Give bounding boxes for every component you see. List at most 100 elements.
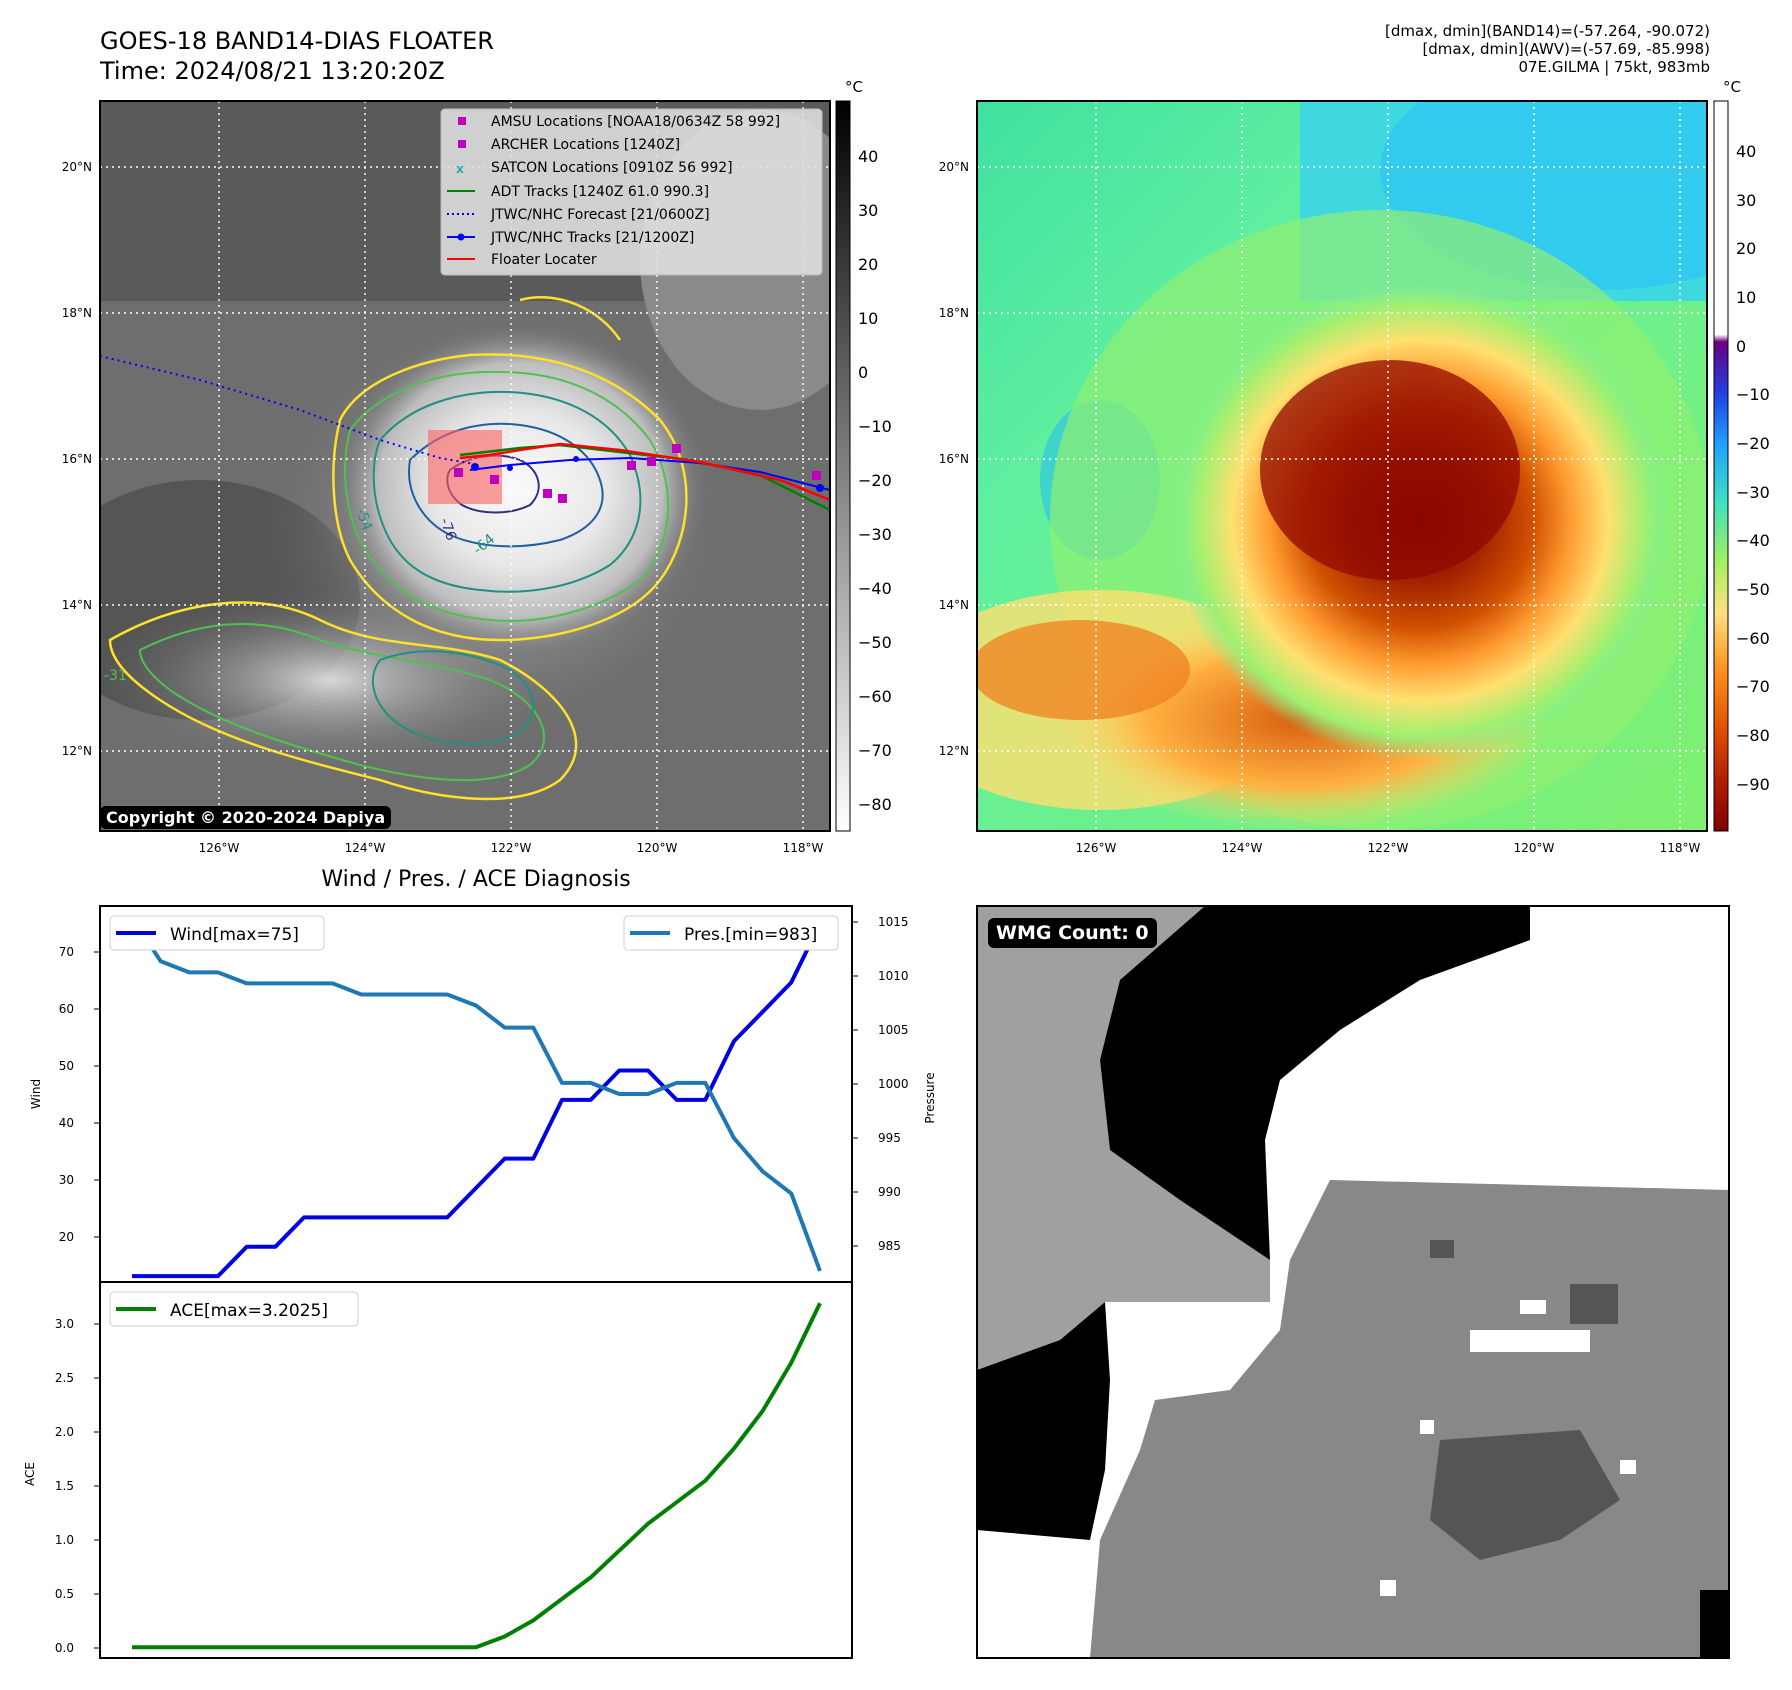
wind-ticks: 70 60 50 40 30 20	[59, 945, 74, 1244]
diagnosis-title: Wind / Pres. / ACE Diagnosis	[321, 867, 630, 892]
legend-marker-amsu	[458, 117, 466, 125]
contour-label: -54	[352, 506, 375, 533]
floater-track	[459, 442, 830, 502]
svg-text:14°N: 14°N	[939, 598, 969, 612]
legend-label-archer: ARCHER Locations [1240Z]	[491, 137, 680, 153]
svg-text:ACE[max=3.2025]: ACE[max=3.2025]	[170, 1301, 328, 1321]
svg-text:−40: −40	[1736, 531, 1770, 550]
svg-text:2.0: 2.0	[55, 1425, 74, 1439]
svg-text:40: 40	[1736, 142, 1756, 161]
chart-title: GOES-18 BAND14-DIAS FLOATER	[100, 27, 494, 55]
svg-text:40: 40	[858, 147, 878, 166]
pres-ticks: 1015 1010 1005 1000 995 990 985	[878, 915, 909, 1253]
svg-text:Pres.[min=983]: Pres.[min=983]	[684, 925, 817, 945]
amsu-markers	[454, 444, 821, 503]
chart-time: Time: 2024/08/21 13:20:20Z	[100, 57, 445, 85]
svg-text:12°N: 12°N	[939, 744, 969, 758]
svg-text:0.0: 0.0	[55, 1641, 74, 1655]
legend-marker-satcon: x	[456, 162, 464, 176]
ir-map-lat-ticks: 20°N 18°N 16°N 14°N 12°N	[62, 160, 92, 758]
meta-info: [dmax, dmin](BAND14)=(-57.264, -90.072) …	[1385, 22, 1710, 76]
wind-axis-label: Wind	[29, 1079, 43, 1109]
svg-text:−50: −50	[1736, 580, 1770, 599]
svg-text:−50: −50	[858, 633, 892, 652]
svg-text:20: 20	[59, 1230, 74, 1244]
svg-text:−60: −60	[858, 687, 892, 706]
gray-colorbar-unit: °C	[845, 78, 863, 96]
pres-series-line	[130, 916, 822, 1272]
ir-map-lon-ticks: 126°W 124°W 122°W 120°W 118°W	[199, 841, 824, 855]
wmg-count-badge: WMG Count: 0	[988, 918, 1157, 948]
copyright-badge: Copyright © 2020-2024 Dapiya	[100, 806, 392, 829]
svg-text:995: 995	[878, 1131, 901, 1145]
contour-label: -76	[436, 516, 459, 543]
svg-text:1010: 1010	[878, 969, 909, 983]
svg-text:1.0: 1.0	[55, 1533, 74, 1547]
ir-map-frame	[99, 100, 831, 832]
svg-text:20: 20	[1736, 239, 1756, 258]
svg-text:990: 990	[878, 1185, 901, 1199]
svg-text:118°W: 118°W	[1660, 841, 1701, 855]
svg-text:30: 30	[59, 1173, 74, 1187]
svg-text:0: 0	[858, 363, 868, 382]
pres-legend: Pres.[min=983]	[623, 915, 839, 951]
svg-text:−80: −80	[1736, 726, 1770, 745]
svg-text:985: 985	[878, 1239, 901, 1253]
svg-text:3.0: 3.0	[55, 1317, 74, 1331]
meta-band14: [dmax, dmin](BAND14)=(-57.264, -90.072)	[1385, 22, 1710, 40]
legend-label-adt: ADT Tracks [1240Z 61.0 990.3]	[491, 184, 709, 200]
wmg-mask-image	[977, 906, 1729, 1658]
wind-series-line	[132, 922, 822, 1279]
legend-marker-archer	[458, 140, 466, 148]
svg-text:10: 10	[858, 309, 878, 328]
svg-text:124°W: 124°W	[1222, 841, 1263, 855]
svg-text:120°W: 120°W	[1514, 841, 1555, 855]
meta-storm: 07E.GILMA | 75kt, 983mb	[1518, 58, 1710, 76]
wind-pres-panel	[99, 905, 853, 1283]
svg-text:−60: −60	[1736, 629, 1770, 648]
legend-label-jtwc: JTWC/NHC Tracks [21/1200Z]	[490, 230, 694, 246]
svg-text:−10: −10	[1736, 385, 1770, 404]
legend-label-forecast: JTWC/NHC Forecast [21/0600Z]	[490, 207, 710, 223]
wind-tick-marks	[94, 951, 100, 1238]
color-colorbar-ticks: 40 30 20 10 0 −10 −20 −30 −40 −50 −60 −7…	[1736, 142, 1770, 794]
svg-text:18°N: 18°N	[62, 306, 92, 320]
svg-text:120°W: 120°W	[637, 841, 678, 855]
color-ir-map-image	[977, 101, 1707, 831]
svg-text:10: 10	[1736, 288, 1756, 307]
svg-text:126°W: 126°W	[1076, 841, 1117, 855]
color-map-lat-ticks: 20°N 18°N 16°N 14°N 12°N	[939, 160, 969, 758]
svg-text:20: 20	[858, 255, 878, 274]
svg-text:1005: 1005	[878, 1023, 909, 1037]
svg-text:122°W: 122°W	[491, 841, 532, 855]
ace-lines	[132, 1302, 822, 1650]
svg-text:122°W: 122°W	[1368, 841, 1409, 855]
svg-text:0: 0	[1736, 337, 1746, 356]
svg-text:14°N: 14°N	[62, 598, 92, 612]
svg-text:−70: −70	[858, 741, 892, 760]
wind-legend: Wind[max=75]	[109, 915, 325, 951]
svg-text:−30: −30	[1736, 483, 1770, 502]
color-ir-map-frame	[976, 100, 1708, 832]
svg-text:−40: −40	[858, 579, 892, 598]
svg-text:70: 70	[59, 945, 74, 959]
svg-text:16°N: 16°N	[939, 452, 969, 466]
svg-text:18°N: 18°N	[939, 306, 969, 320]
gray-colorbar	[835, 100, 851, 832]
svg-text:Wind[max=75]: Wind[max=75]	[170, 925, 299, 945]
svg-text:−20: −20	[1736, 434, 1770, 453]
svg-text:50: 50	[59, 1059, 74, 1073]
meta-awv: [dmax, dmin](AWV)=(-57.69, -85.998)	[1422, 40, 1710, 58]
svg-text:126°W: 126°W	[199, 841, 240, 855]
svg-text:−30: −30	[858, 525, 892, 544]
svg-text:60: 60	[59, 1002, 74, 1016]
ace-ticks: 3.0 2.5 2.0 1.5 1.0 0.5 0.0	[55, 1317, 74, 1655]
svg-text:−90: −90	[1736, 775, 1770, 794]
svg-text:12°N: 12°N	[62, 744, 92, 758]
svg-text:20°N: 20°N	[62, 160, 92, 174]
svg-text:−80: −80	[858, 795, 892, 814]
map-legend: x AMSU Locations [NOAA18/0634Z 58 992] A…	[440, 108, 823, 276]
svg-text:20°N: 20°N	[939, 160, 969, 174]
svg-text:30: 30	[1736, 191, 1756, 210]
